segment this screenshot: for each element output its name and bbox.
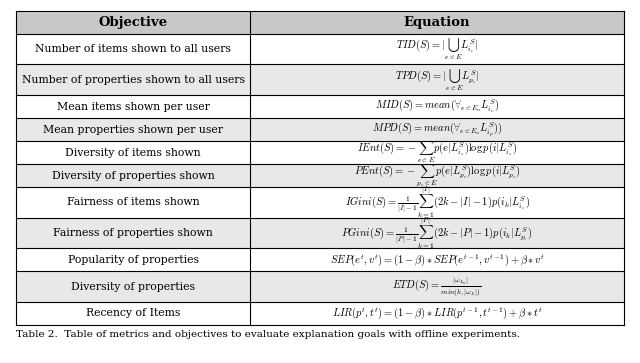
Text: $MID(S) = mean(\forall_{e\in E_u} L^S_{i_e})$: $MID(S) = mean(\forall_{e\in E_u} L^S_{i… [375,98,499,115]
Bar [16,271,624,302]
Text: Diversity of properties: Diversity of properties [71,282,195,291]
Bar [16,218,624,248]
Text: $TID(S) = |\bigcup_{e\in E} L^S_{i_e}|$: $TID(S) = |\bigcup_{e\in E} L^S_{i_e}|$ [396,36,478,62]
Text: Fairness of items shown: Fairness of items shown [67,197,199,207]
Bar [16,11,624,34]
Text: Equation: Equation [404,16,470,29]
Bar [16,95,624,118]
Text: Diversity of properties shown: Diversity of properties shown [52,171,214,180]
Text: $IEnt(S) = -\sum_{e\in E} p(e|L^S_{i_e}) \log p(i|L^S_{i_e})$: $IEnt(S) = -\sum_{e\in E} p(e|L^S_{i_e})… [357,140,517,166]
Text: $IGini(S) = \frac{1}{|I|-1} \sum_{k=1}^{|I|} (2k - |I| - 1)p(i_k|L^S_{i_e})$: $IGini(S) = \frac{1}{|I|-1} \sum_{k=1}^{… [344,185,529,220]
Text: Diversity of items shown: Diversity of items shown [65,148,201,158]
Bar [16,141,624,164]
Text: Number of items shown to all users: Number of items shown to all users [35,44,231,54]
Text: $PGini(S) = \frac{1}{|P|-1} \sum_{k=1}^{|P|} (2k - |P| - 1)p(i_k|L^S_{p_e})$: $PGini(S) = \frac{1}{|P|-1} \sum_{k=1}^{… [341,215,532,250]
Text: $ETD(S) = \frac{|\omega_{L_u}|}{min(k, |\omega_L|)}$: $ETD(S) = \frac{|\omega_{L_u}|}{min(k, |… [392,276,482,298]
Bar [16,34,624,65]
Text: Objective: Objective [99,16,168,29]
Text: Fairness of properties shown: Fairness of properties shown [53,228,213,238]
Bar [16,164,624,187]
Text: $SEP(e^t, v^t) = (1 - \beta) * SEP(e^{t-1}, v^{t-1}) + \beta * v^t$: $SEP(e^t, v^t) = (1 - \beta) * SEP(e^{t-… [330,252,545,268]
Bar [16,187,624,218]
Text: Recency of Items: Recency of Items [86,309,180,318]
Text: $TPD(S) = |\bigcup_{e\in E} L^S_{p_e}|$: $TPD(S) = |\bigcup_{e\in E} L^S_{p_e}|$ [395,67,479,93]
Text: $MPD(S) = mean(\forall_{e\in E_u} L^S_{i_p}))$: $MPD(S) = mean(\forall_{e\in E_u} L^S_{i… [372,120,502,139]
Text: Mean properties shown per user: Mean properties shown per user [43,125,223,135]
Bar [16,302,624,325]
Text: Number of properties shown to all users: Number of properties shown to all users [22,75,244,85]
Text: $LIR(p^t, t^t) = (1 - \beta) * LIR(p^{t-1}, t^{t-1}) + \beta * t^t$: $LIR(p^t, t^t) = (1 - \beta) * LIR(p^{t-… [332,305,543,321]
Bar [16,65,624,95]
Text: Table 2.  Table of metrics and objectives to evaluate explanation goals with off: Table 2. Table of metrics and objectives… [16,330,520,339]
Text: $PEnt(S) = -\sum_{p_e\in E} p(e|L^S_{p_e}) \log p(i|L^S_{p_e})$: $PEnt(S) = -\sum_{p_e\in E} p(e|L^S_{p_e… [354,162,520,189]
Text: Mean items shown per user: Mean items shown per user [56,102,209,111]
Text: Popularity of properties: Popularity of properties [68,255,198,265]
Bar [16,248,624,271]
Bar [16,118,624,141]
